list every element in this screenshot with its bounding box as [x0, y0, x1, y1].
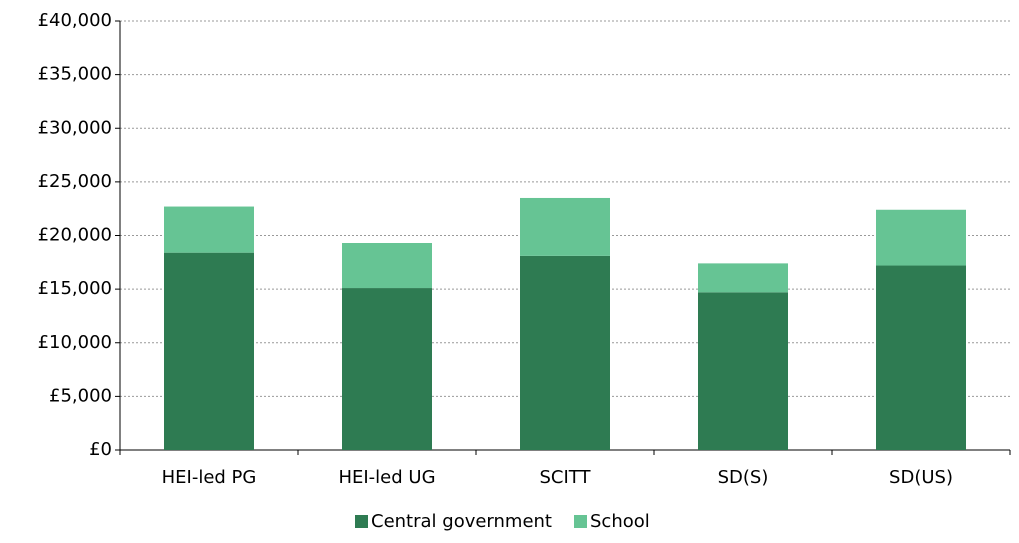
bar-segment	[520, 197, 610, 256]
y-tick-label: £15,000	[38, 278, 112, 299]
bar-segment	[698, 292, 788, 450]
y-tick-label: £0	[89, 439, 112, 460]
x-tick-label: HEI-led UG	[338, 467, 435, 488]
bar-segment	[876, 265, 966, 450]
x-tick-label: SD(US)	[889, 467, 953, 488]
y-tick-label: £10,000	[38, 332, 112, 353]
bar-segment	[164, 252, 254, 450]
bar-segment	[342, 243, 432, 289]
x-tick-label: SCITT	[540, 467, 592, 488]
y-tick-label: £25,000	[38, 171, 112, 192]
y-tick-label: £30,000	[38, 117, 112, 138]
y-tick-label: £5,000	[49, 385, 112, 406]
y-tick-label: £20,000	[38, 225, 112, 246]
x-tick-label: SD(S)	[718, 467, 769, 488]
bar-segment	[342, 288, 432, 450]
x-tick-label: HEI-led PG	[162, 467, 257, 488]
legend-label: School	[590, 511, 650, 532]
bar-segment	[520, 255, 610, 450]
legend-swatch	[574, 515, 587, 528]
y-tick-label: £40,000	[38, 10, 112, 31]
legend-swatch	[355, 515, 368, 528]
bar-segment	[876, 209, 966, 266]
legend-label: Central government	[371, 511, 552, 532]
bar-segment	[698, 263, 788, 293]
bar-segment	[164, 206, 254, 253]
y-tick-label: £35,000	[38, 64, 112, 85]
